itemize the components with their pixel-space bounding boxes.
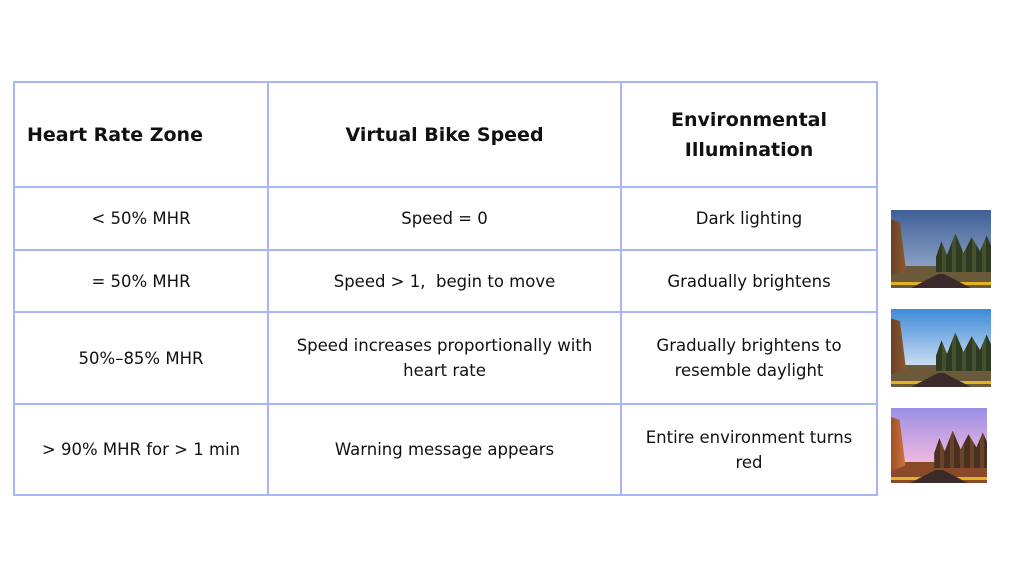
header-environmental-illumination: Environmental Illumination (620, 81, 878, 188)
cell-zone: < 50% MHR (13, 186, 269, 251)
cell-speed: Speed = 0 (267, 186, 622, 251)
table-row: = 50% MHR Speed > 1, begin to move Gradu… (13, 249, 878, 313)
cell-illumination: Gradually brightens to resemble daylight (620, 311, 878, 405)
cell-speed: Speed > 1, begin to move (267, 249, 622, 313)
heart-rate-table: Heart Rate Zone Virtual Bike Speed Envir… (13, 81, 878, 496)
cell-speed: Warning message appears (267, 403, 622, 496)
table-header-row: Heart Rate Zone Virtual Bike Speed Envir… (13, 81, 878, 188)
table-row: > 90% MHR for > 1 min Warning message ap… (13, 403, 878, 496)
cell-speed: Speed increases proportionally with hear… (267, 311, 622, 405)
cell-illumination: Gradually brightens (620, 249, 878, 313)
table-row: < 50% MHR Speed = 0 Dark lighting (13, 186, 878, 251)
cell-zone: 50%–85% MHR (13, 311, 269, 405)
thumbnail-dark-lighting (891, 210, 991, 288)
cell-illumination: Dark lighting (620, 186, 878, 251)
header-heart-rate-zone: Heart Rate Zone (13, 81, 269, 188)
thumbnail-daylight (891, 309, 991, 387)
thumbnail-red-environment (891, 408, 987, 483)
header-virtual-bike-speed: Virtual Bike Speed (267, 81, 622, 188)
cell-illumination: Entire environment turns red (620, 403, 878, 496)
table-row: 50%–85% MHR Speed increases proportional… (13, 311, 878, 405)
cell-zone: > 90% MHR for > 1 min (13, 403, 269, 496)
cell-zone: = 50% MHR (13, 249, 269, 313)
